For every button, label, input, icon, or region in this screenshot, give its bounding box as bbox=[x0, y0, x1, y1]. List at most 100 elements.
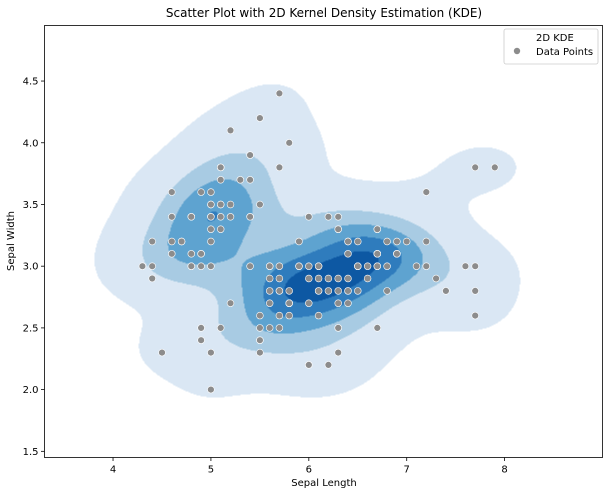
data-point bbox=[422, 262, 430, 270]
data-point bbox=[324, 274, 333, 283]
data-point bbox=[344, 299, 352, 307]
data-point bbox=[275, 89, 284, 98]
x-tick-label: 7 bbox=[404, 465, 410, 476]
data-point bbox=[344, 237, 352, 246]
data-point bbox=[217, 163, 225, 172]
data-point bbox=[168, 213, 176, 221]
data-point bbox=[266, 287, 274, 295]
y-tick-label: 2.5 bbox=[23, 323, 39, 334]
data-point bbox=[256, 311, 264, 320]
data-point bbox=[373, 225, 381, 233]
x-tick-label: 5 bbox=[208, 465, 214, 476]
data-point bbox=[148, 274, 156, 283]
data-point bbox=[138, 262, 147, 270]
data-point bbox=[334, 274, 342, 283]
data-point bbox=[285, 139, 293, 147]
data-point bbox=[334, 299, 342, 307]
kde-density-contours bbox=[44, 25, 603, 458]
data-point bbox=[373, 250, 381, 258]
data-point bbox=[207, 213, 215, 221]
data-point bbox=[217, 176, 225, 184]
data-point bbox=[461, 262, 470, 270]
data-point bbox=[305, 213, 313, 221]
data-point bbox=[305, 299, 313, 307]
data-point bbox=[314, 311, 323, 320]
data-point bbox=[207, 200, 215, 209]
data-point bbox=[207, 348, 215, 357]
data-point bbox=[177, 237, 186, 246]
legend-entry-data-points: Data Points bbox=[536, 47, 593, 58]
data-point bbox=[363, 262, 372, 270]
y-tick-label: 3.0 bbox=[23, 262, 39, 273]
data-point bbox=[344, 274, 352, 283]
data-point bbox=[403, 237, 411, 246]
y-tick-label: 2.0 bbox=[23, 385, 39, 396]
data-point bbox=[305, 361, 313, 369]
data-point bbox=[471, 163, 479, 172]
kde-density-surface bbox=[44, 25, 603, 458]
data-point bbox=[334, 348, 342, 357]
data-point bbox=[305, 262, 313, 270]
data-point bbox=[187, 262, 196, 270]
data-point bbox=[246, 262, 254, 270]
data-point bbox=[373, 324, 381, 332]
data-point bbox=[393, 237, 401, 246]
data-point bbox=[207, 262, 215, 270]
y-axis-label: Sepal Width bbox=[6, 211, 17, 271]
data-point bbox=[344, 287, 352, 295]
data-point bbox=[324, 213, 333, 221]
x-tick-label: 4 bbox=[110, 465, 116, 476]
legend-marker-data-points bbox=[513, 47, 521, 55]
data-point bbox=[226, 200, 235, 209]
data-point bbox=[187, 250, 196, 258]
data-point bbox=[354, 237, 362, 246]
data-point bbox=[197, 262, 205, 270]
data-point bbox=[207, 385, 215, 394]
data-point bbox=[266, 324, 274, 332]
data-point bbox=[207, 188, 215, 196]
x-tick-label: 6 bbox=[306, 465, 312, 476]
plot-frame bbox=[44, 25, 603, 458]
y-tick-label: 4.0 bbox=[23, 138, 39, 149]
data-point bbox=[197, 324, 205, 332]
chart-title: Scatter Plot with 2D Kernel Density Esti… bbox=[166, 6, 482, 20]
data-point bbox=[158, 348, 166, 357]
data-point bbox=[256, 114, 264, 122]
y-tick-label: 3.5 bbox=[23, 200, 39, 211]
data-point bbox=[246, 151, 254, 159]
data-point bbox=[275, 262, 284, 270]
data-point bbox=[226, 126, 235, 135]
data-point bbox=[266, 274, 274, 283]
data-point bbox=[187, 213, 196, 221]
data-point bbox=[442, 287, 450, 295]
data-point bbox=[275, 163, 284, 172]
data-point bbox=[354, 287, 362, 295]
x-axis-ticks: 4 5 6 7 8 bbox=[110, 457, 508, 476]
data-point bbox=[217, 324, 225, 332]
data-point bbox=[148, 237, 156, 246]
data-point bbox=[383, 287, 391, 295]
data-point bbox=[266, 299, 274, 307]
data-point bbox=[324, 361, 333, 369]
data-point bbox=[432, 274, 440, 283]
data-point bbox=[285, 287, 293, 295]
data-point bbox=[256, 336, 264, 344]
data-point bbox=[275, 287, 284, 295]
data-point bbox=[334, 324, 342, 332]
data-point bbox=[305, 274, 313, 283]
legend-box bbox=[503, 28, 599, 65]
data-point bbox=[256, 348, 264, 357]
data-point bbox=[256, 200, 264, 209]
data-point bbox=[197, 250, 205, 258]
data-point bbox=[295, 262, 303, 270]
data-point bbox=[236, 176, 245, 184]
data-point bbox=[197, 336, 205, 344]
data-point bbox=[344, 250, 352, 258]
legend: 2D KDE Data Points bbox=[503, 28, 599, 65]
data-point bbox=[275, 311, 284, 320]
data-point bbox=[373, 262, 381, 270]
data-point bbox=[471, 262, 479, 270]
data-point bbox=[148, 262, 156, 270]
data-point bbox=[314, 262, 323, 270]
